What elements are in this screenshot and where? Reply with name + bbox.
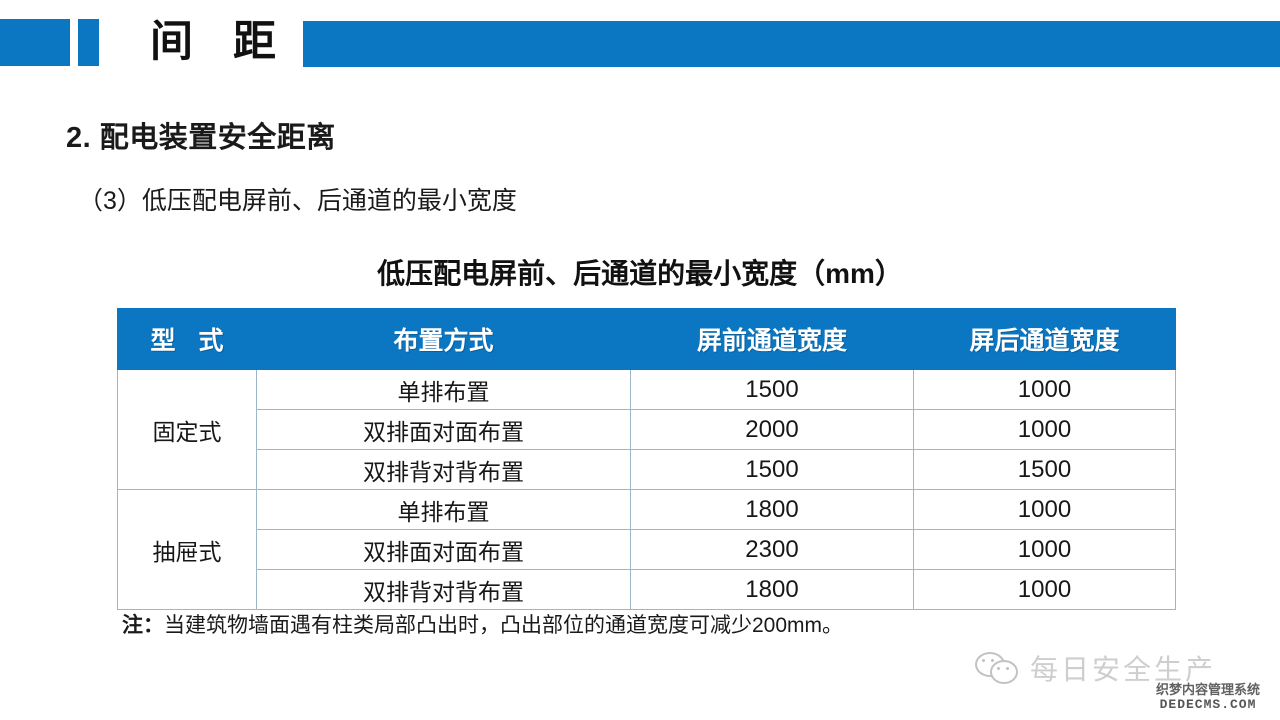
wechat-bubble-small — [990, 660, 1018, 684]
wechat-watermark: 每日安全生产 — [975, 648, 1216, 688]
table-row: 双排面对面布置 2300 1000 — [118, 529, 1176, 570]
cell-front-width: 1500 — [630, 449, 914, 490]
table-caption: 低压配电屏前、后通道的最小宽度（mm） — [377, 258, 903, 289]
table-row: 双排面对面布置 2000 1000 — [118, 409, 1176, 450]
section-title: 2. 配电装置安全距离 — [66, 122, 336, 154]
cell-front-width: 2000 — [630, 409, 914, 450]
dedecms-watermark-cn: 织梦内容管理系统 — [1156, 682, 1261, 697]
dedecms-watermark: 织梦内容管理系统 DEDECMS.COM — [1156, 682, 1260, 712]
header-accent-block-narrow — [78, 19, 99, 66]
table-note-label: 注： — [122, 614, 164, 637]
group-label-drawer: 抽屉式 — [117, 489, 257, 610]
cell-rear-width: 1000 — [913, 569, 1176, 610]
column-header-layout: 布置方式 — [256, 308, 631, 370]
cell-front-width: 2300 — [630, 529, 914, 570]
page-header: 间 距 — [0, 0, 1280, 90]
wechat-dot — [991, 659, 994, 662]
table-row: 固定式 单排布置 1500 1000 — [117, 369, 1176, 490]
wechat-dot — [1006, 667, 1009, 670]
cell-layout: 双排背对背布置 — [256, 569, 631, 610]
cell-layout: 双排背对背布置 — [256, 449, 631, 490]
dedecms-watermark-en: DEDECMS.COM — [1159, 697, 1257, 712]
wechat-account-name: 每日安全生产 — [1030, 654, 1217, 685]
cell-rear-width: 1000 — [913, 409, 1176, 450]
header-accent-bar-right — [303, 21, 1280, 67]
column-header-front-width: 屏前通道宽度 — [630, 308, 914, 370]
cell-rear-width: 1500 — [913, 449, 1176, 490]
cell-layout: 单排布置 — [256, 369, 631, 410]
table-row: 双排背对背布置 1500 1500 — [118, 449, 1176, 490]
cell-front-width: 1800 — [630, 569, 914, 610]
table-note: 注：当建筑物墙面遇有柱类局部凸出时，凸出部位的通道宽度可减少200mm。 — [122, 609, 843, 639]
cell-front-width: 1800 — [630, 489, 914, 530]
table-note-text: 当建筑物墙面遇有柱类局部凸出时，凸出部位的通道宽度可减少200mm。 — [164, 614, 844, 637]
cell-rear-width: 1000 — [913, 369, 1176, 410]
cell-front-width: 1500 — [630, 369, 914, 410]
cell-layout: 单排布置 — [256, 489, 631, 530]
wechat-icon — [975, 652, 1021, 684]
header-accent-block-wide — [0, 19, 70, 66]
wechat-dot — [982, 659, 985, 662]
page-title: 间 距 — [150, 18, 290, 66]
cell-layout: 双排面对面布置 — [256, 529, 631, 570]
table-row: 双排背对背布置 1800 1000 — [118, 569, 1176, 610]
column-header-rear-width: 屏后通道宽度 — [913, 308, 1176, 370]
subsection-title: （3）低压配电屏前、后通道的最小宽度 — [78, 187, 517, 215]
table-header-row: 型 式 布置方式 屏前通道宽度 屏后通道宽度 — [117, 308, 1176, 370]
clearance-width-table: 型 式 布置方式 屏前通道宽度 屏后通道宽度 固定式 单排布置 1500 100… — [117, 308, 1176, 610]
cell-layout: 双排面对面布置 — [256, 409, 631, 450]
table-row: 抽屉式 单排布置 1800 1000 — [117, 489, 1176, 610]
wechat-dot — [997, 667, 1000, 670]
cell-rear-width: 1000 — [913, 489, 1176, 530]
group-label-fixed: 固定式 — [117, 369, 257, 490]
column-header-type: 型 式 — [117, 308, 257, 370]
cell-rear-width: 1000 — [913, 529, 1176, 570]
